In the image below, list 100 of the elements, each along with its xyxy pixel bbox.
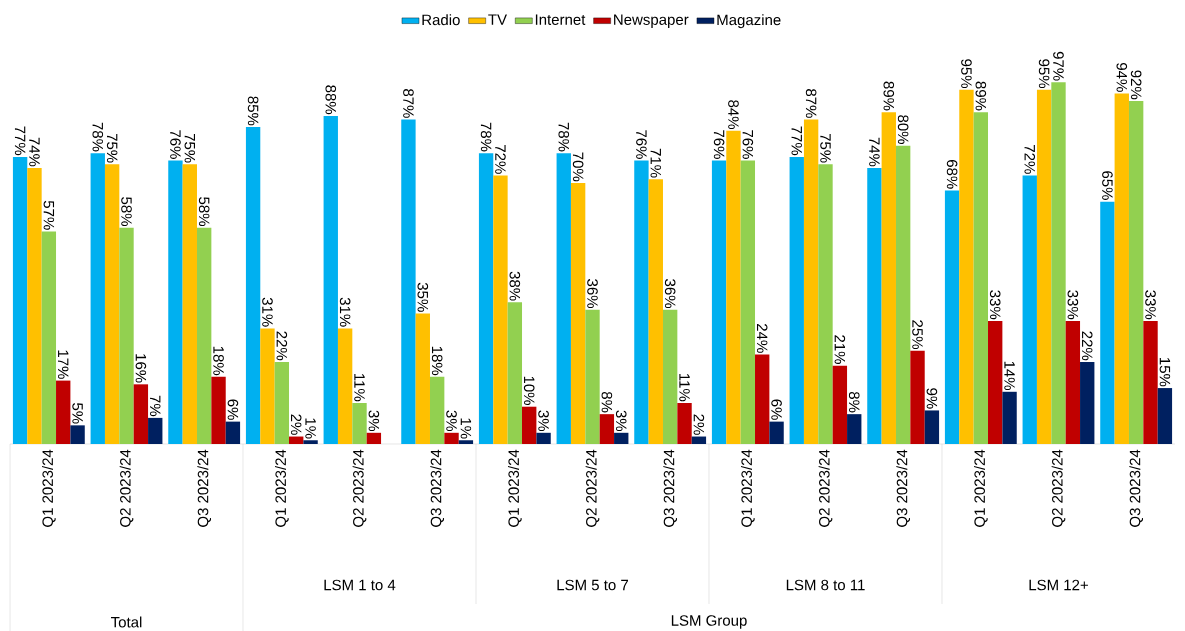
data-label: 87% bbox=[805, 89, 817, 118]
data-label: 85% bbox=[247, 96, 259, 126]
bar bbox=[1157, 388, 1173, 444]
data-label: 8% bbox=[848, 391, 860, 413]
bar bbox=[429, 376, 445, 444]
data-label: 72% bbox=[1024, 145, 1036, 174]
x-tick-label: Q3 2023/24 bbox=[1129, 449, 1144, 527]
data-label: 5% bbox=[72, 403, 83, 424]
data-label: 3% bbox=[368, 410, 380, 432]
bar bbox=[988, 320, 1003, 444]
bar bbox=[211, 376, 226, 444]
data-label: 33% bbox=[1145, 290, 1156, 320]
data-label: 97% bbox=[1053, 51, 1064, 81]
x-tick-label: Q3 2023/24 bbox=[663, 449, 678, 527]
bar bbox=[366, 432, 382, 444]
data-label: 36% bbox=[587, 279, 598, 309]
data-label: 78% bbox=[558, 122, 570, 152]
bar bbox=[570, 182, 586, 444]
data-label: 78% bbox=[480, 122, 492, 152]
data-label: 6% bbox=[771, 399, 782, 420]
data-label: 38% bbox=[509, 271, 521, 301]
bar bbox=[337, 328, 353, 444]
data-label: 2% bbox=[290, 414, 302, 435]
data-label: 17% bbox=[57, 350, 69, 379]
data-label: 31% bbox=[262, 297, 273, 327]
legend-label: TV bbox=[488, 14, 507, 25]
bar bbox=[27, 168, 42, 444]
bar bbox=[148, 417, 163, 444]
bar bbox=[1036, 89, 1052, 444]
data-label: 78% bbox=[92, 122, 104, 152]
bar bbox=[959, 89, 974, 444]
text: LSM 12+ bbox=[1029, 579, 1088, 591]
bar bbox=[274, 361, 290, 444]
data-label: 3% bbox=[446, 410, 457, 432]
data-label: 95% bbox=[1038, 59, 1050, 89]
bar bbox=[711, 160, 727, 444]
bar bbox=[401, 119, 416, 444]
data-label: 71% bbox=[650, 148, 662, 178]
data-label: 16% bbox=[135, 354, 147, 383]
bar bbox=[245, 127, 261, 444]
bar bbox=[444, 432, 459, 444]
data-label: 75% bbox=[820, 133, 831, 163]
data-label: 2% bbox=[693, 414, 705, 435]
data-label: 74% bbox=[869, 137, 880, 167]
data-label: 75% bbox=[184, 133, 196, 163]
data-label: 89% bbox=[883, 81, 895, 111]
bar bbox=[1002, 391, 1017, 444]
bar bbox=[493, 175, 508, 444]
bar bbox=[614, 432, 629, 444]
data-label: 68% bbox=[946, 160, 958, 189]
bar bbox=[677, 402, 692, 444]
bar bbox=[769, 421, 784, 444]
bar bbox=[818, 164, 833, 444]
bar bbox=[415, 313, 430, 444]
data-label: 89% bbox=[975, 81, 987, 111]
data-label: 18% bbox=[431, 346, 443, 376]
bar bbox=[70, 425, 85, 444]
bar bbox=[225, 421, 241, 444]
data-label: 88% bbox=[325, 85, 337, 115]
legend-label: Radio bbox=[422, 14, 460, 26]
data-label: 11% bbox=[679, 374, 690, 402]
data-label: 76% bbox=[636, 130, 647, 159]
data-label: 1% bbox=[305, 418, 316, 439]
text: LSM Group bbox=[671, 615, 747, 629]
data-label: 87% bbox=[403, 89, 414, 118]
data-label: 1% bbox=[460, 418, 472, 439]
data-label: 36% bbox=[664, 279, 676, 309]
x-tick-label: Q1 2023/24 bbox=[42, 449, 56, 527]
data-label: 8% bbox=[601, 391, 613, 413]
data-label: 7% bbox=[149, 395, 161, 417]
bar bbox=[182, 164, 197, 444]
bar bbox=[944, 190, 960, 444]
bar bbox=[847, 414, 862, 444]
data-label: 76% bbox=[742, 130, 754, 159]
x-tick-label: Q2 2023/24 bbox=[1051, 449, 1066, 527]
x-tick-label: Q2 2023/24 bbox=[818, 449, 833, 527]
bar bbox=[740, 160, 756, 444]
bar bbox=[1051, 82, 1066, 444]
bar bbox=[119, 227, 134, 444]
data-label: 3% bbox=[538, 410, 549, 432]
data-label: 21% bbox=[834, 335, 846, 364]
bar bbox=[1143, 320, 1158, 444]
bar bbox=[352, 402, 367, 444]
bar bbox=[168, 160, 183, 444]
x-tick-label: Q2 2023/24 bbox=[585, 449, 600, 527]
bar bbox=[289, 436, 304, 444]
x-tick-label: Q1 2023/24 bbox=[740, 449, 755, 527]
x-tick-label: Q3 2023/24 bbox=[896, 449, 911, 527]
text: LSM 1 to 4 bbox=[324, 579, 396, 591]
x-tick-label: Q3 2023/24 bbox=[197, 449, 212, 527]
text: Total bbox=[111, 616, 142, 628]
bar bbox=[458, 440, 474, 444]
bar bbox=[12, 156, 28, 444]
bar bbox=[507, 302, 523, 444]
bar bbox=[1080, 361, 1095, 444]
bar bbox=[56, 380, 71, 444]
data-label: 22% bbox=[1081, 331, 1093, 361]
bar bbox=[104, 164, 120, 444]
data-label: 24% bbox=[756, 324, 768, 353]
data-label: 31% bbox=[339, 297, 351, 327]
